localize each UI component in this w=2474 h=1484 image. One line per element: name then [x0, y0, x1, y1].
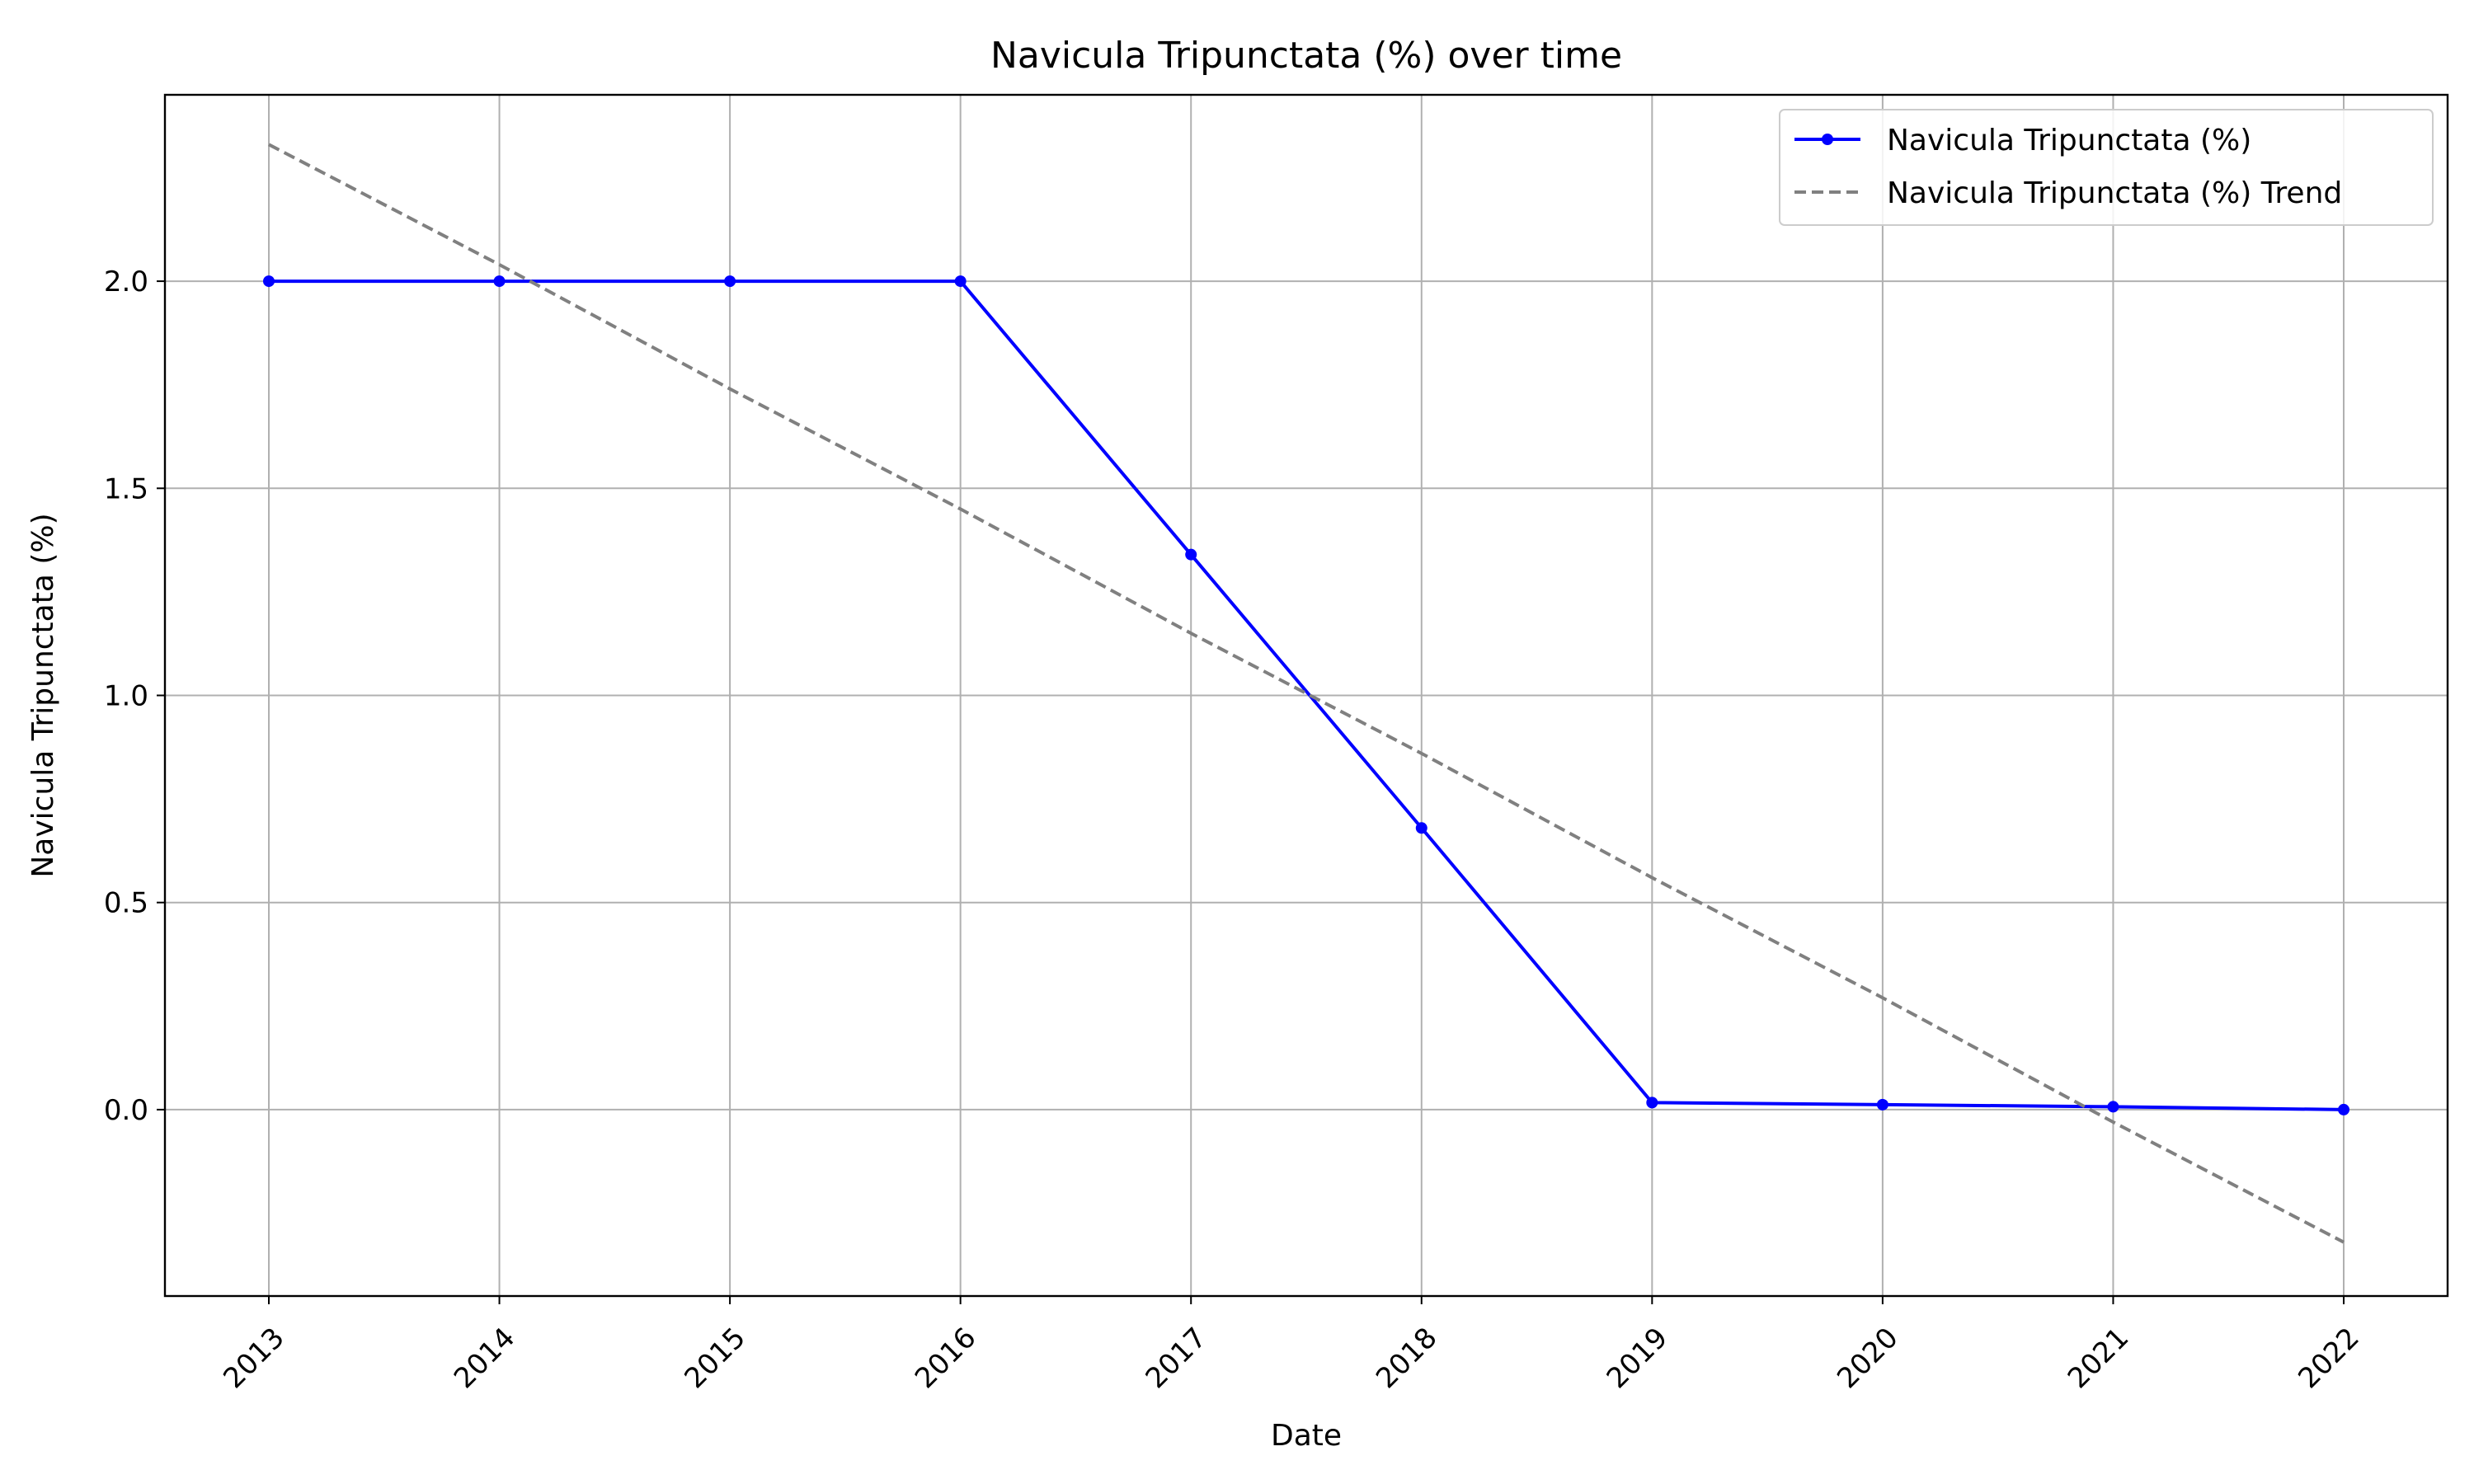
y-tick-label: 2.0 [104, 265, 148, 298]
legend: Navicula Tripunctata (%) Navicula Tripunc… [1779, 109, 2434, 226]
y-tick-label: 1.0 [104, 680, 148, 713]
data-point [2107, 1101, 2119, 1113]
data-point [2338, 1103, 2349, 1115]
data-point [724, 275, 736, 288]
x-axis-label: Date [1271, 1419, 1342, 1453]
legend-label: Navicula Tripunctata (%) [1887, 124, 2251, 157]
data-point [263, 275, 275, 288]
data-point [1876, 1098, 1888, 1111]
chart-title: Navicula Tripunctata (%) over time [990, 35, 1622, 77]
legend-label: Navicula Tripunctata (%) Trend [1887, 176, 2342, 210]
data-point [1646, 1097, 1658, 1109]
y-tick-label: 1.5 [104, 472, 148, 505]
legend-marker [1822, 134, 1833, 145]
data-point [1185, 548, 1197, 561]
series-layer [263, 143, 2349, 1244]
grid [165, 95, 2448, 1296]
data-point [954, 275, 967, 288]
data-point [493, 275, 506, 288]
data-point [1415, 822, 1427, 834]
y-tick-label: 0.5 [104, 887, 148, 920]
trend-line [268, 143, 2345, 1244]
y-axis-label: Navicula Tripunctata (%) [26, 513, 60, 877]
y-tick-label: 0.0 [104, 1094, 148, 1127]
legend-box [1779, 109, 2434, 226]
series-line [269, 279, 2345, 1111]
